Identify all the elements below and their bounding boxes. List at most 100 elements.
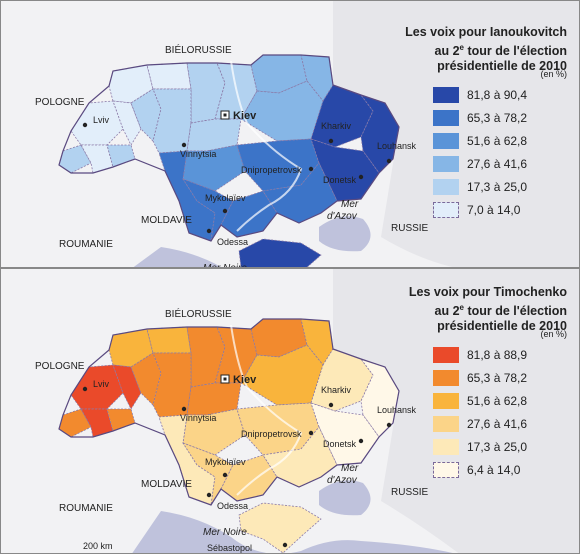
scale-label: 200 km (83, 541, 113, 551)
legend-label: 51,6 à 62,8 (467, 134, 528, 148)
legend-item: 7,0 à 14,0 (433, 200, 573, 223)
black-sea (132, 511, 453, 553)
city-label-dnipropetrovsk: Dnipropetrovsk (241, 429, 302, 439)
legend-swatch (433, 156, 459, 172)
city-label-vinnytsia: Vinnytsia (180, 413, 216, 423)
label-mer-noire: Mer Noire (203, 527, 247, 538)
city-label-odessa: Odessa (217, 237, 248, 247)
region-ivano-frankivsk (80, 144, 114, 174)
legend-item: 17,3 à 25,0 (433, 177, 573, 200)
region-kharkiv (310, 84, 374, 148)
city-label-lviv: Lviv (93, 115, 110, 125)
black-sea (133, 247, 222, 267)
map-panel-timochenko: BIÉLORUSSIE POLOGNE ROUMANIE MOLDAVIE RUSSIE… (0, 268, 580, 554)
city-label-dnipropetrovsk: Dnipropetrovsk (241, 165, 302, 175)
city-dot-lviv (82, 122, 88, 128)
legend-swatch (433, 439, 459, 455)
legend-swatch (433, 202, 459, 218)
legend-item: 81,8 à 90,4 (433, 85, 573, 108)
city-dot-kharkiv (328, 138, 334, 144)
city-dot-odessa (206, 228, 212, 234)
legend-item: 6,4 à 14,0 (433, 460, 573, 483)
legend-timochenko: 81,8 à 88,9 65,3 à 78,2 51,6 à 62,8 27,6 à … (433, 345, 573, 483)
legend-ianoukovitch: 81,8 à 90,4 65,3 à 78,2 51,6 à 62,8 27,6 à … (433, 85, 573, 223)
unit-label: (en %) (540, 69, 567, 79)
dniepr-river (230, 60, 303, 232)
region-kharkiv (310, 348, 374, 412)
map-title-timochenko: Les voix pour Timochenko au 2e tour de l… (409, 285, 567, 334)
city-dot-louhansk (386, 422, 392, 428)
region-ternopil (112, 364, 142, 410)
legend-label: 65,3 à 78,2 (467, 111, 528, 125)
region-ivano-frankivsk (80, 408, 114, 438)
map-panel-ianoukovitch: BIÉLORUSSIE POLOGNE ROUMANIE MOLDAVIE RUSSIE… (0, 0, 580, 268)
title-line-3: présidentielle de 2010 (437, 319, 567, 334)
title-line-1: Les voix pour Timochenko (408, 285, 567, 299)
label-bielorussie: BIÉLORUSSIE (165, 307, 232, 320)
city-dot-kharkiv (328, 402, 334, 408)
city-label-kiev: Kiev (233, 110, 257, 122)
label-mer-azov-1: Mer (341, 199, 359, 210)
label-mer-noire: Mer Noire (203, 263, 247, 268)
legend-swatch (433, 370, 459, 386)
city-label-vinnytsia: Vinnytsia (180, 149, 216, 159)
city-label-sebastopol: Sébastopol (207, 543, 252, 553)
legend-label: 17,3 à 25,0 (467, 440, 528, 454)
city-label-kiev: Kiev (233, 374, 257, 386)
city-dot-louhansk (386, 158, 392, 164)
region-odessa (158, 414, 216, 506)
city-dot-dnipropetrovsk (308, 430, 314, 436)
legend-swatch (433, 462, 459, 478)
city-label-donetsk: Donetsk (323, 439, 357, 449)
city-label-kharkiv: Kharkiv (321, 121, 352, 131)
region-vinnytsia (152, 88, 192, 154)
legend-item: 27,6 à 41,6 (433, 414, 573, 437)
city-dot-odessa (206, 492, 212, 498)
legend-item: 51,6 à 62,8 (433, 131, 573, 154)
legend-swatch (433, 110, 459, 126)
region-ternopil (112, 100, 142, 146)
city-dot-donetsk (358, 438, 364, 444)
legend-label: 27,6 à 41,6 (467, 157, 528, 171)
label-moldavie: MOLDAVIE (141, 215, 192, 226)
legend-label: 81,8 à 88,9 (467, 348, 528, 362)
legend-item: 65,3 à 78,2 (433, 368, 573, 391)
legend-label: 27,6 à 41,6 (467, 417, 528, 431)
legend-swatch (433, 393, 459, 409)
city-dot-dnipropetrovsk (308, 166, 314, 172)
title-line-3: présidentielle de 2010 (437, 59, 567, 74)
title-line-1: Les voix pour Ianoukovitch (405, 25, 567, 39)
country-outline (58, 318, 400, 506)
label-pologne: POLOGNE (35, 361, 85, 372)
city-label-mykolaiev: Mykolaïev (205, 457, 246, 467)
city-dot-mykolaiev (222, 208, 228, 214)
legend-item: 65,3 à 78,2 (433, 108, 573, 131)
region-soumy (300, 318, 334, 366)
legend-swatch (433, 347, 459, 363)
label-pologne: POLOGNE (35, 97, 85, 108)
legend-swatch (433, 133, 459, 149)
city-dot-mykolaiev (222, 472, 228, 478)
label-bielorussie: BIÉLORUSSIE (165, 43, 232, 56)
legend-item: 81,8 à 88,9 (433, 345, 573, 368)
unit-label: (en %) (540, 329, 567, 339)
label-russie: RUSSIE (391, 223, 429, 234)
city-dot-vinnytsia (181, 406, 187, 412)
city-label-louhansk: Louhansk (377, 405, 417, 415)
city-dot-lviv (82, 386, 88, 392)
city-dot-sebastopol (282, 542, 288, 548)
label-moldavie: MOLDAVIE (141, 479, 192, 490)
legend-label: 65,3 à 78,2 (467, 371, 528, 385)
label-roumanie: ROUMANIE (59, 239, 113, 250)
legend-item: 51,6 à 62,8 (433, 391, 573, 414)
label-russie: RUSSIE (391, 487, 429, 498)
russia-area (333, 269, 579, 553)
legend-label: 7,0 à 14,0 (467, 203, 521, 217)
title-line-2: au 2e tour de l'élection (434, 43, 567, 59)
legend-swatch (433, 416, 459, 432)
label-mer-azov-2: d'Azov (327, 475, 358, 486)
region-rivne (146, 326, 192, 354)
legend-label: 17,3 à 25,0 (467, 180, 528, 194)
city-dot-vinnytsia (181, 142, 187, 148)
city-label-louhansk: Louhansk (377, 141, 417, 151)
